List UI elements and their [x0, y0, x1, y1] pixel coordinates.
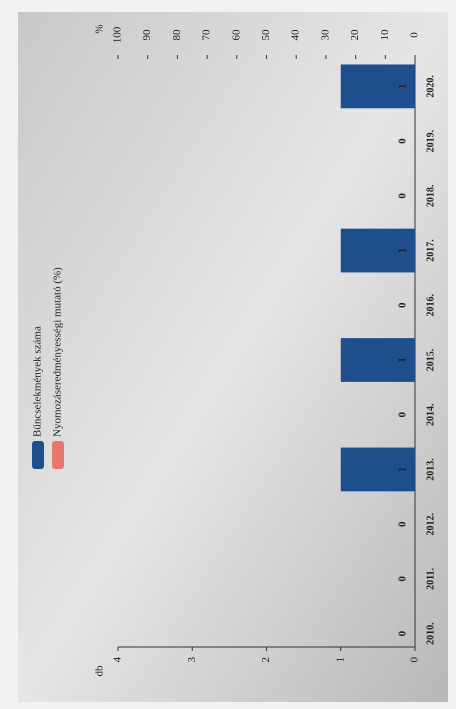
y-axis-label: db — [94, 665, 106, 677]
data-label: 1 — [397, 467, 409, 473]
x-tick-label: 2010. — [425, 622, 436, 645]
y2-tick-label: 60 — [230, 29, 242, 41]
y2-tick-label: 70 — [201, 29, 213, 41]
x-tick-label: 2019. — [425, 129, 436, 152]
x-tick-label: 2012. — [425, 512, 436, 535]
data-label: 1 — [397, 357, 409, 363]
data-label: 0 — [397, 576, 409, 582]
legend-label: Bűncselekmények száma — [32, 326, 44, 437]
legend-label: Nyomozáseredményességi mutató (%) — [52, 267, 64, 437]
data-label: 0 — [397, 138, 409, 144]
y-tick-label: 2 — [260, 657, 272, 663]
x-tick-label: 2015. — [425, 348, 436, 371]
data-label: 1 — [397, 84, 409, 90]
y-tick-label: 4 — [112, 657, 124, 663]
data-label: 0 — [397, 630, 409, 636]
y2-axis-label: % — [94, 24, 106, 33]
y2-tick-label: 90 — [141, 29, 153, 41]
y2-tick-label: 100 — [112, 26, 124, 43]
bar — [340, 447, 415, 492]
x-tick-label: 2014. — [425, 403, 436, 426]
y-tick-label: 3 — [186, 657, 198, 663]
data-label: 0 — [397, 521, 409, 527]
x-tick-label: 2020. — [425, 75, 436, 98]
x-tick-label: 2018. — [425, 184, 436, 207]
legend-swatch — [52, 441, 64, 469]
x-tick-label: 2011. — [425, 567, 436, 589]
y2-tick-label: 0 — [409, 32, 421, 38]
x-tick-label: 2013. — [425, 458, 436, 481]
x-tick-label: 2016. — [425, 294, 436, 317]
y2-tick-label: 10 — [379, 29, 391, 41]
data-label: 1 — [397, 248, 409, 254]
y-tick-label: 0 — [409, 657, 421, 663]
y2-tick-label: 30 — [319, 29, 331, 41]
y2-tick-label: 20 — [349, 29, 361, 41]
y-tick-label: 1 — [334, 657, 346, 663]
x-tick-label: 2017. — [425, 239, 436, 262]
data-label: 0 — [397, 411, 409, 417]
y2-tick-label: 40 — [290, 29, 302, 41]
data-label: 0 — [397, 193, 409, 199]
legend-swatch — [32, 441, 44, 469]
bar — [340, 338, 415, 382]
data-label: 0 — [397, 302, 409, 308]
rotated-chart: db01234%01020304050607080901002010.2011.… — [32, 24, 437, 676]
y2-tick-label: 50 — [260, 29, 272, 41]
y2-tick-label: 80 — [171, 29, 183, 41]
bar — [340, 228, 415, 273]
bar — [340, 64, 415, 109]
